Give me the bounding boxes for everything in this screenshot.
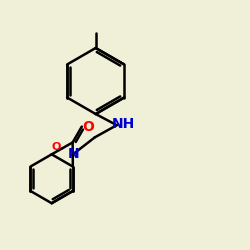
Text: N: N [68, 147, 79, 161]
Text: NH: NH [112, 117, 135, 131]
Text: O: O [82, 120, 94, 134]
Text: O: O [51, 142, 61, 152]
